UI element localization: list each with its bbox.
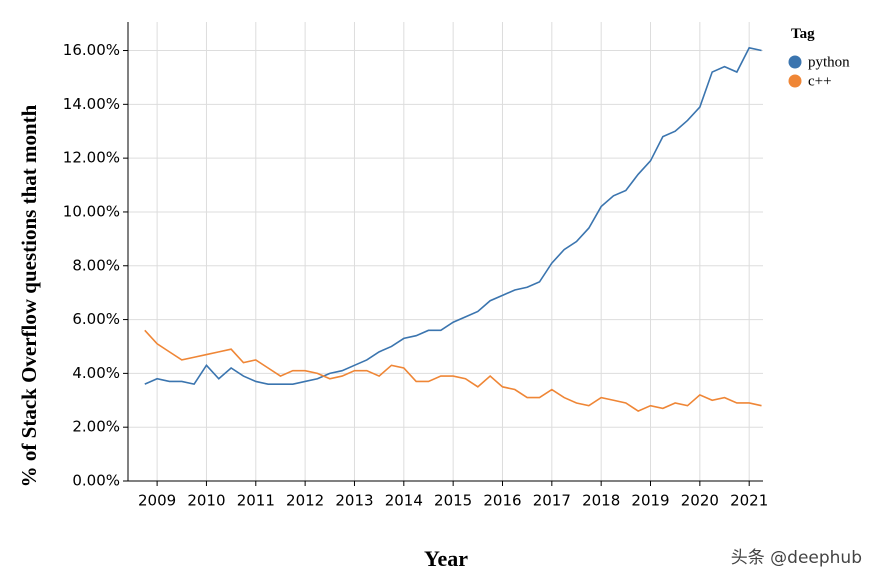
legend-marker [788,74,802,88]
y-tick-label: 0.00% [72,472,120,490]
y-tick-label: 12.00% [63,149,120,167]
legend-marker [788,55,802,69]
series-line [144,46,762,386]
watermark: 头条 @deephub [731,548,862,568]
y-axis-label: % of Stack Overflow questions that month [17,104,41,487]
x-tick-label: 2009 [138,492,176,510]
y-tick-label: 16.00% [63,41,120,59]
x-tick-label: 2011 [237,492,275,510]
x-tick-label: 2010 [187,492,225,510]
x-tick-label: 2021 [730,492,768,510]
y-tick-label: 8.00% [72,256,120,274]
x-tick-label: 2017 [533,492,571,510]
y-tick-label: 10.00% [63,202,120,220]
y-tick-label: 4.00% [72,364,120,382]
y-tick-label: 2.00% [72,418,120,436]
x-tick-label: 2012 [286,492,324,510]
x-tick-label: 2013 [335,492,373,510]
legend-label: python [808,54,850,70]
x-tick-label: 2020 [681,492,719,510]
y-tick-label: 14.00% [63,95,120,113]
x-tick-label: 2016 [483,492,521,510]
x-tick-label: 2019 [631,492,669,510]
x-tick-label: 2014 [385,492,423,510]
series-line [144,329,762,412]
legend-label: c++ [808,73,832,89]
legend-title: Tag [791,26,815,42]
y-tick-label: 6.00% [72,310,120,328]
x-tick-label: 2018 [582,492,620,510]
x-axis-label: Year [424,546,468,571]
x-tick-label: 2015 [434,492,472,510]
